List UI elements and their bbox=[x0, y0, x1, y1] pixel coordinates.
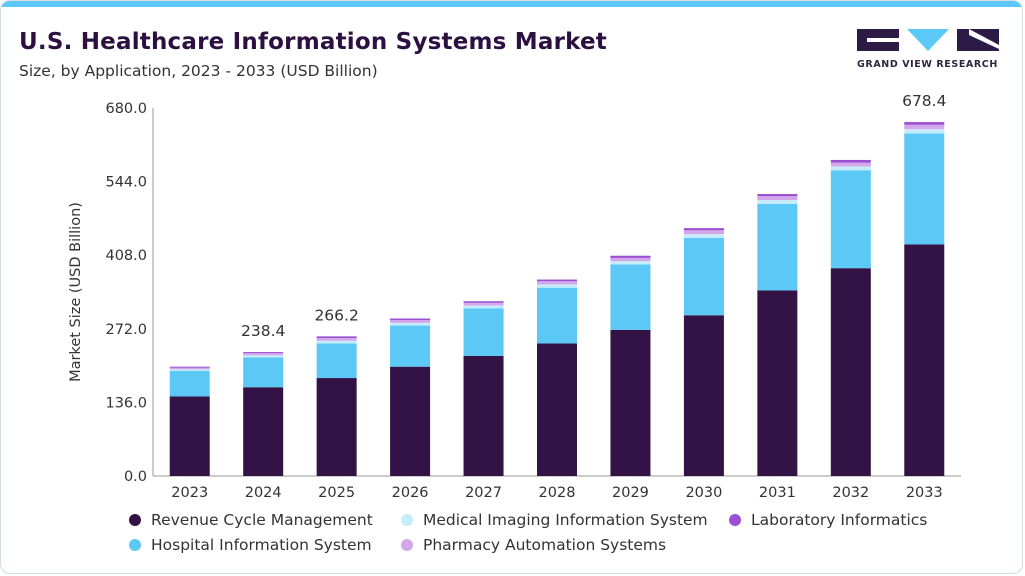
legend-item: Hospital Information System bbox=[129, 536, 372, 554]
bar-laboratory-informatics-2024 bbox=[243, 352, 284, 354]
x-tick-label: 2029 bbox=[612, 485, 649, 501]
bar-revenue-cycle-management-2029 bbox=[610, 329, 651, 476]
bar-medical-imaging-information-system-2031 bbox=[757, 200, 798, 204]
bar-pharmacy-automation-systems-2027 bbox=[463, 302, 504, 306]
bar-pharmacy-automation-systems-2026 bbox=[390, 320, 431, 323]
chart-title: U.S. Healthcare Information Systems Mark… bbox=[19, 29, 608, 55]
bar-hospital-information-system-2032 bbox=[830, 170, 871, 269]
y-tick-label: 680.0 bbox=[105, 101, 147, 117]
bar-laboratory-informatics-2023 bbox=[169, 366, 210, 368]
legend-item: Medical Imaging Information System bbox=[401, 511, 708, 529]
bar-revenue-cycle-management-2026 bbox=[390, 366, 431, 476]
bar-medical-imaging-information-system-2024 bbox=[243, 355, 284, 358]
bar-pharmacy-automation-systems-2023 bbox=[169, 367, 210, 370]
bar-hospital-information-system-2028 bbox=[537, 287, 577, 344]
x-tick-label: 2032 bbox=[832, 485, 869, 501]
legend-swatch bbox=[401, 539, 413, 551]
bar-hospital-information-system-2033 bbox=[904, 133, 945, 245]
x-tick-label: 2026 bbox=[392, 485, 429, 501]
bar-pharmacy-automation-systems-2030 bbox=[683, 230, 724, 235]
y-tick-label: 136.0 bbox=[105, 395, 147, 411]
data-label: 266.2 bbox=[314, 306, 358, 324]
grand-view-research-logo bbox=[857, 29, 999, 51]
bar-revenue-cycle-management-2031 bbox=[757, 290, 798, 476]
legend-swatch bbox=[729, 514, 741, 526]
x-tick-label: 2023 bbox=[171, 485, 208, 501]
bar-hospital-information-system-2029 bbox=[610, 264, 651, 330]
legend-item: Laboratory Informatics bbox=[729, 511, 927, 529]
data-label: 678.4 bbox=[902, 92, 946, 110]
bar-medical-imaging-information-system-2027 bbox=[463, 305, 504, 309]
bar-medical-imaging-information-system-2030 bbox=[683, 234, 724, 238]
y-tick-label: 544.0 bbox=[105, 175, 147, 191]
bar-hospital-information-system-2030 bbox=[683, 237, 724, 316]
legend-label: Hospital Information System bbox=[151, 536, 372, 554]
bar-laboratory-informatics-2027 bbox=[463, 301, 504, 303]
bar-revenue-cycle-management-2033 bbox=[904, 244, 945, 476]
bar-hospital-information-system-2027 bbox=[463, 308, 504, 356]
bar-pharmacy-automation-systems-2028 bbox=[537, 281, 577, 285]
bar-laboratory-informatics-2030 bbox=[683, 228, 724, 231]
bar-pharmacy-automation-systems-2025 bbox=[316, 338, 357, 341]
bar-laboratory-informatics-2028 bbox=[537, 279, 577, 282]
bar-laboratory-informatics-2025 bbox=[316, 336, 357, 338]
bar-medical-imaging-information-system-2028 bbox=[537, 284, 577, 288]
bar-medical-imaging-information-system-2033 bbox=[904, 129, 945, 134]
bar-medical-imaging-information-system-2026 bbox=[390, 322, 431, 326]
bar-revenue-cycle-management-2025 bbox=[316, 378, 357, 476]
bar-laboratory-informatics-2026 bbox=[390, 318, 431, 321]
accent-bar bbox=[1, 1, 1022, 7]
x-tick-label: 2030 bbox=[685, 485, 722, 501]
legend-swatch bbox=[129, 539, 141, 551]
legend-swatch bbox=[401, 514, 413, 526]
bar-laboratory-informatics-2029 bbox=[610, 255, 651, 258]
legend-label: Revenue Cycle Management bbox=[151, 511, 373, 529]
bar-revenue-cycle-management-2028 bbox=[537, 343, 577, 476]
stacked-bar-chart: Market Size (USD Billion) 0.0 136.0 272.0 40… bbox=[68, 92, 961, 501]
x-tick-label: 2028 bbox=[539, 485, 576, 501]
y-tick-label: 408.0 bbox=[105, 248, 147, 264]
bar-medical-imaging-information-system-2029 bbox=[610, 261, 651, 265]
x-tick-label: 2027 bbox=[465, 485, 502, 501]
bar-medical-imaging-information-system-2025 bbox=[316, 340, 357, 344]
legend-item: Revenue Cycle Management bbox=[129, 511, 373, 529]
bar-medical-imaging-information-system-2032 bbox=[830, 166, 871, 171]
bar-pharmacy-automation-systems-2032 bbox=[830, 162, 871, 167]
bar-revenue-cycle-management-2030 bbox=[683, 315, 724, 476]
y-tick-label: 0.0 bbox=[124, 469, 147, 485]
bar-medical-imaging-information-system-2023 bbox=[169, 369, 210, 372]
logo-text: GRAND VIEW RESEARCH bbox=[857, 59, 998, 70]
legend-swatch bbox=[129, 514, 141, 526]
bar-hospital-information-system-2025 bbox=[316, 343, 357, 379]
bar-hospital-information-system-2031 bbox=[757, 203, 798, 291]
bar-hospital-information-system-2023 bbox=[169, 371, 210, 397]
bar-pharmacy-automation-systems-2031 bbox=[757, 196, 798, 200]
bar-hospital-information-system-2024 bbox=[243, 357, 284, 388]
bar-laboratory-informatics-2033 bbox=[904, 122, 945, 125]
x-tick-label: 2024 bbox=[245, 485, 282, 501]
bar-pharmacy-automation-systems-2024 bbox=[243, 353, 284, 356]
legend-label: Pharmacy Automation Systems bbox=[423, 536, 667, 554]
y-axis-title: Market Size (USD Billion) bbox=[68, 202, 84, 382]
bar-revenue-cycle-management-2032 bbox=[830, 268, 871, 476]
x-tick-label: 2031 bbox=[759, 485, 796, 501]
chart-legend: Revenue Cycle Management Medical Imaging … bbox=[129, 511, 1009, 571]
data-label: 238.4 bbox=[241, 322, 285, 340]
legend-item: Pharmacy Automation Systems bbox=[401, 536, 666, 554]
bar-revenue-cycle-management-2027 bbox=[463, 355, 504, 476]
legend-label: Medical Imaging Information System bbox=[423, 511, 708, 529]
bar-laboratory-informatics-2031 bbox=[757, 194, 798, 197]
chart-subtitle: Size, by Application, 2023 - 2033 (USD B… bbox=[19, 62, 378, 80]
bar-revenue-cycle-management-2024 bbox=[243, 387, 284, 476]
bar-pharmacy-automation-systems-2033 bbox=[904, 124, 945, 130]
x-tick-label: 2025 bbox=[318, 485, 355, 501]
legend-label: Laboratory Informatics bbox=[751, 511, 928, 529]
bar-hospital-information-system-2026 bbox=[390, 325, 431, 367]
x-tick-label: 2033 bbox=[906, 485, 943, 501]
bar-laboratory-informatics-2032 bbox=[830, 159, 871, 163]
bar-revenue-cycle-management-2023 bbox=[169, 396, 210, 476]
y-tick-label: 272.0 bbox=[105, 322, 147, 338]
bar-pharmacy-automation-systems-2029 bbox=[610, 257, 651, 262]
